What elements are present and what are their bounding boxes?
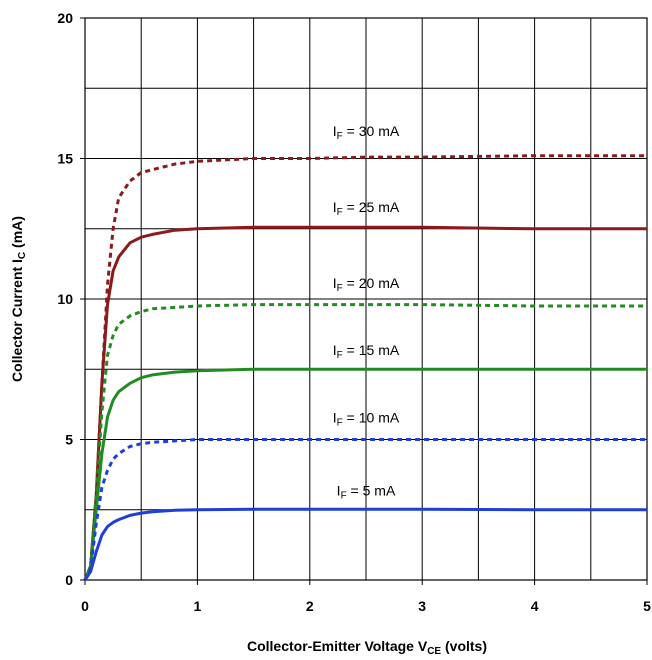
x-tick-label: 4 <box>531 598 539 614</box>
y-tick-label: 5 <box>65 432 73 448</box>
y-axis-title: Collector Current IC (mA) <box>9 216 28 382</box>
x-tick-label: 3 <box>418 598 426 614</box>
tick-layer: 0 1 2 3 4 5 0 5 10 15 20 <box>57 10 651 614</box>
series-line <box>83 154 647 581</box>
series-layer <box>83 154 647 581</box>
series-label: IF = 15 mA <box>333 342 400 361</box>
series-line <box>83 507 647 581</box>
y-tick-label: 15 <box>57 151 73 167</box>
series-label: IF = 5 mA <box>337 483 396 502</box>
series-line <box>83 225 647 581</box>
x-tick-label: 1 <box>194 598 202 614</box>
series-line <box>83 367 647 581</box>
x-tick-label: 5 <box>643 598 651 614</box>
x-tick-label: 2 <box>306 598 314 614</box>
series-label: IF = 25 mA <box>333 199 400 218</box>
label-layer: IF = 30 mA IF = 25 mA IF = 20 mA IF = 15 mA… <box>333 123 400 502</box>
series-label: IF = 10 mA <box>333 410 400 429</box>
series-line <box>83 303 647 581</box>
x-axis-title: Collector-Emitter Voltage VCE (volts) <box>247 638 487 657</box>
x-tick-label: 0 <box>81 598 89 614</box>
series-line <box>83 438 647 581</box>
y-tick-label: 0 <box>65 572 73 588</box>
series-label: IF = 20 mA <box>333 275 400 294</box>
series-label: IF = 30 mA <box>333 123 400 142</box>
y-tick-label: 10 <box>57 291 73 307</box>
y-tick-label: 20 <box>57 10 73 26</box>
